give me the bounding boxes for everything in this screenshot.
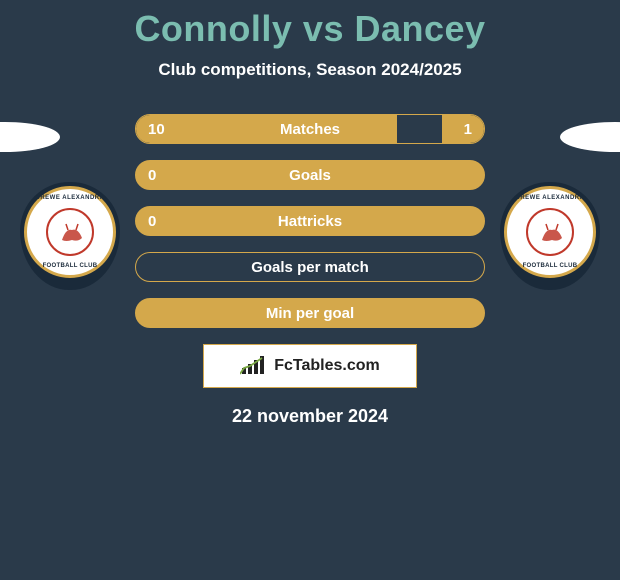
lion-icon (528, 210, 576, 258)
stat-bar-row: Goals0 (135, 160, 485, 190)
stat-value-left: 0 (148, 167, 156, 184)
stat-value-left: 10 (148, 121, 165, 138)
stat-bar-row: Hattricks0 (135, 206, 485, 236)
stat-value-right: 1 (464, 121, 472, 138)
comparison-date: 22 november 2024 (0, 406, 620, 427)
stat-bar-row: Goals per match (135, 252, 485, 282)
stat-label: Goals per match (136, 259, 484, 276)
badge-text-top: CREWE ALEXANDRA (27, 195, 113, 201)
comparison-title: Connolly vs Dancey (0, 0, 620, 50)
club-badge-right: CREWE ALEXANDRA FOOTBALL CLUB (500, 182, 600, 282)
stat-bar-row: Min per goal (135, 298, 485, 328)
badge-inner-circle (526, 208, 574, 256)
comparison-subtitle: Club competitions, Season 2024/2025 (0, 60, 620, 80)
stat-label: Goals (136, 167, 484, 184)
bar-chart-icon (240, 356, 268, 376)
fctables-text: FcTables.com (274, 357, 380, 375)
club-badge-left: CREWE ALEXANDRA FOOTBALL CLUB (20, 182, 120, 282)
lion-icon (48, 210, 96, 258)
stat-label: Min per goal (136, 305, 484, 322)
fctables-logo-box: FcTables.com (203, 344, 417, 388)
stat-label: Matches (136, 121, 484, 138)
decorative-ellipse-left (0, 122, 60, 152)
stat-bar-row: Matches10 1 (135, 114, 485, 144)
stat-bars: Matches101Goals0Hattricks0Goals per matc… (135, 114, 485, 328)
badge-text-bottom: FOOTBALL CLUB (27, 263, 113, 269)
badge-text-top: CREWE ALEXANDRA (507, 195, 593, 201)
decorative-ellipse-right (560, 122, 620, 152)
stat-value-left: 0 (148, 213, 156, 230)
badge-inner-circle (46, 208, 94, 256)
badge-text-bottom: FOOTBALL CLUB (507, 263, 593, 269)
stat-label: Hattricks (136, 213, 484, 230)
